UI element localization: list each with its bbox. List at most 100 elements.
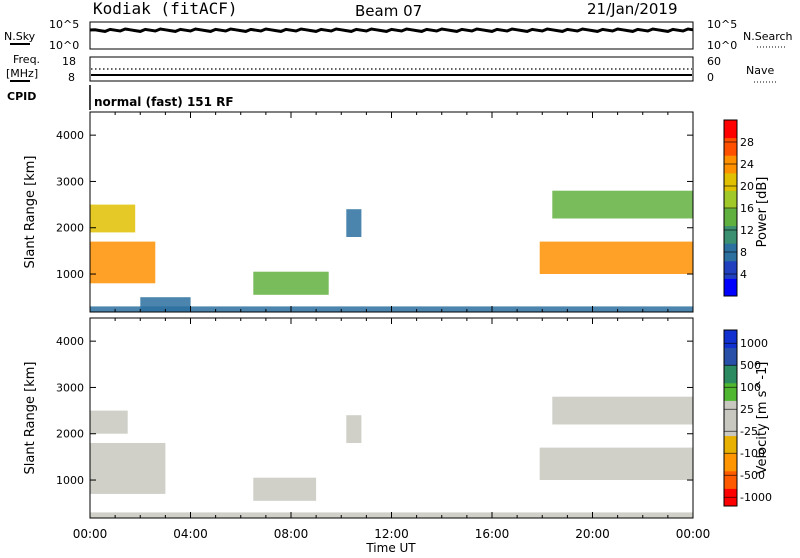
velocity-colorbar-label: Velocity [m s^-1] <box>755 362 770 475</box>
power-cells <box>90 190 693 312</box>
colorbar-tick-label: 1000 <box>740 337 768 350</box>
freq-unit: [MHz] <box>6 67 38 80</box>
freq-tick-high: 18 <box>62 55 76 68</box>
colorbar-tick-label: 24 <box>740 158 754 171</box>
data-region <box>90 241 156 284</box>
noise-panel: N.Sky 10^5 10^0 10^5 10^0 N.Search <box>4 18 793 52</box>
nave-label: Nave <box>746 64 774 77</box>
y-tick-label: 1000 <box>56 474 84 487</box>
nsky-label: N.Sky <box>4 30 36 43</box>
colorbar-swatch <box>724 382 737 401</box>
nsky-tick-low: 10^0 <box>49 39 79 52</box>
x-tick-labels: 00:00 04:00 08:00 12:00 16:00 20:00 00:00 <box>73 527 711 541</box>
cpid-mode: normal (fast) 151 RF <box>94 95 234 109</box>
x-axis-label: Time UT <box>365 541 416 554</box>
y-tick-label: 3000 <box>56 175 84 188</box>
power-colorbar-label: Power [dB] <box>755 177 770 248</box>
data-region <box>346 415 362 443</box>
freq-label: Freq. <box>13 53 40 66</box>
x-tick-label: 20:00 <box>575 527 610 541</box>
noise-trace-line <box>89 27 694 33</box>
velocity-colorbar: 1000 500 100 25 -25 -100 -500 -1000 <box>723 329 772 507</box>
colorbar-tick-label: 12 <box>740 224 754 237</box>
y-tick-label: 2000 <box>56 222 84 235</box>
y-tick-label: 4000 <box>56 129 84 142</box>
data-region <box>346 209 362 237</box>
data-region <box>539 241 693 274</box>
power-yticks: 4000 3000 2000 1000 <box>56 129 693 281</box>
colorbar-swatch <box>724 225 737 244</box>
x-tick-label: 16:00 <box>475 527 510 541</box>
colorbar-tick-label: -1000 <box>740 491 772 504</box>
cpid-label: CPID <box>7 90 36 103</box>
data-region <box>253 477 317 501</box>
colorbar-tick-label: -25 <box>740 425 758 438</box>
colorbar-tick-label: 25 <box>740 403 754 416</box>
colorbar-tick-label: 8 <box>740 246 747 259</box>
beam-title: Beam 07 <box>355 2 422 20</box>
colorbar-tick-label: 28 <box>740 136 754 149</box>
velocity-panel: 4000 3000 2000 1000 Slant Range [km] 1000 50… <box>23 317 772 519</box>
power-panel: 4000 3000 2000 1000 Slant Range [km] 28 24 20… <box>23 111 770 313</box>
colorbar-swatch <box>724 347 737 366</box>
colorbar-swatch <box>724 190 737 209</box>
cpid-panel: CPID normal (fast) 151 RF <box>7 85 234 110</box>
colorbar-tick-label: 20 <box>740 180 754 193</box>
nsearch-tick-high: 10^5 <box>707 18 737 31</box>
colorbar-swatch <box>724 137 737 156</box>
data-region <box>552 190 693 219</box>
colorbar-swatch <box>724 435 737 454</box>
power-colorbar: 28 24 20 16 12 8 4 <box>723 119 754 297</box>
nsky-tick-high: 10^5 <box>49 18 79 31</box>
data-region <box>253 271 329 295</box>
velocity-cells <box>90 396 693 518</box>
power-xticks <box>89 112 694 312</box>
freq-panel: Freq. [MHz] 18 8 60 0 Nave <box>6 53 778 84</box>
nsearch-tick-low: 10^0 <box>707 39 737 52</box>
colorbar-swatch <box>724 418 737 437</box>
data-region <box>539 447 693 480</box>
freq-tick-low: 8 <box>68 71 75 84</box>
colorbar-tick-label: -100 <box>740 447 765 460</box>
colorbar-tick-label: 100 <box>740 381 761 394</box>
noise-panel-frame <box>89 21 694 50</box>
data-region <box>552 396 693 425</box>
colorbar-tick-label: 16 <box>740 202 754 215</box>
data-region <box>90 443 166 494</box>
colorbar-tick-label: 500 <box>740 359 761 372</box>
colorbar-swatch <box>724 453 737 472</box>
velocity-yticks: 4000 3000 2000 1000 <box>56 335 693 487</box>
x-tick-label: 00:00 <box>73 527 108 541</box>
colorbar-tick-label: -500 <box>740 469 765 482</box>
nsearch-label: N.Search <box>743 30 793 43</box>
colorbar-swatch <box>724 120 737 139</box>
x-tick-label: 12:00 <box>374 527 409 541</box>
nave-tick-high: 60 <box>707 55 721 68</box>
station-title: Kodiak (fitACF) <box>93 0 238 18</box>
power-ylabel: Slant Range [km] <box>23 156 38 269</box>
velocity-ylabel: Slant Range [km] <box>23 362 38 475</box>
noise-trace <box>89 27 694 33</box>
data-region <box>90 410 128 434</box>
y-tick-label: 3000 <box>56 381 84 394</box>
colorbar-swatch <box>724 365 737 384</box>
x-tick-label: 08:00 <box>274 527 309 541</box>
y-tick-label: 4000 <box>56 335 84 348</box>
colorbar-frame <box>723 329 738 507</box>
velocity-xticks <box>89 318 694 518</box>
freq-panel-frame <box>89 56 694 82</box>
colorbar-swatch <box>724 172 737 191</box>
colorbar-swatch <box>724 278 737 297</box>
data-region <box>90 204 136 233</box>
colorbar-swatch <box>724 330 737 349</box>
y-tick-label: 1000 <box>56 268 84 281</box>
colorbar-swatch <box>724 208 737 227</box>
colorbar-swatch <box>724 470 737 489</box>
colorbar-swatch <box>724 260 737 279</box>
x-tick-label: 00:00 <box>676 527 711 541</box>
y-tick-label: 2000 <box>56 428 84 441</box>
colorbar-tick-label: 4 <box>740 268 747 281</box>
x-tick-label: 04:00 <box>173 527 208 541</box>
